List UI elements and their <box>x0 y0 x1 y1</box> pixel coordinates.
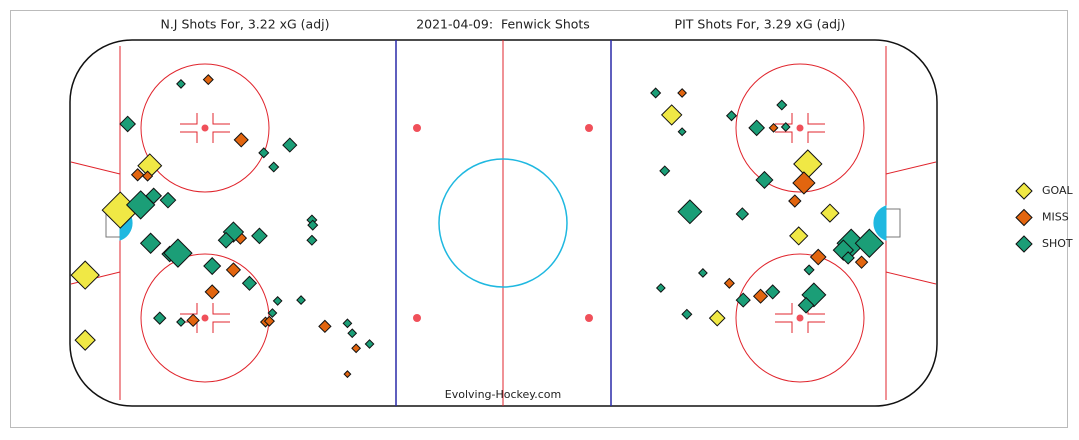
faceoff-circle <box>735 63 865 193</box>
shot-marker <box>145 187 163 205</box>
shot-marker <box>282 137 298 153</box>
shot-marker <box>776 99 788 111</box>
shot-marker <box>854 255 869 269</box>
shot-marker <box>142 170 154 182</box>
neutral-dot <box>585 124 593 132</box>
shot-marker <box>347 328 358 339</box>
shot-marker <box>153 311 167 325</box>
shot-marker <box>163 238 193 268</box>
shot-marker <box>267 308 278 318</box>
shot-marker <box>809 248 827 266</box>
legend-label: SHOT <box>1042 237 1073 250</box>
shot-marker <box>364 339 375 349</box>
shot-marker <box>677 199 703 225</box>
shot-marker <box>755 170 774 189</box>
shot-marker <box>204 284 220 300</box>
shot-marker <box>186 313 200 328</box>
credit: Evolving-Hockey.com <box>445 388 561 401</box>
shot-marker <box>342 318 353 329</box>
legend-label: GOAL <box>1042 184 1074 197</box>
neutral-dot <box>585 314 593 322</box>
rink <box>69 39 938 407</box>
shot-marker <box>803 264 815 276</box>
shot-marker <box>788 194 802 208</box>
shot-marker <box>752 288 769 304</box>
shot-marker <box>677 127 687 137</box>
hash-marks <box>775 303 825 333</box>
shot-marker <box>176 317 186 327</box>
shot-marker <box>351 343 362 354</box>
faceoff-circle <box>140 63 270 193</box>
shot-marker <box>789 226 809 246</box>
shot-marker <box>735 292 751 308</box>
faceoff-dot <box>201 314 209 322</box>
hash-marks <box>775 113 825 143</box>
hash-marks <box>180 303 230 333</box>
hash-marks <box>180 113 230 143</box>
faceoff-dot <box>796 124 804 132</box>
shot-marker <box>768 122 779 133</box>
left-title: N.J Shots For, 3.22 xG (adj) <box>160 17 329 32</box>
shot-marker <box>792 171 816 195</box>
faceoff-circles <box>140 63 865 383</box>
shot-marker <box>681 308 693 320</box>
shot-marker <box>343 370 352 379</box>
shot-marker <box>241 275 258 291</box>
shot-marker <box>268 161 280 173</box>
shot-marker <box>698 268 708 278</box>
shot-marker <box>735 207 750 221</box>
shot-marker <box>306 234 318 246</box>
shot-marker <box>318 319 332 334</box>
legend-marker <box>1015 235 1033 253</box>
shot-marker <box>159 191 177 209</box>
shot-marker <box>217 231 235 249</box>
shot-marker <box>296 295 306 305</box>
shot-marker <box>130 168 145 182</box>
shot-marker <box>659 165 671 177</box>
shot-marker <box>258 147 270 159</box>
shot-marker <box>233 132 249 148</box>
shot-marker <box>765 284 781 300</box>
shot-marker <box>820 203 840 223</box>
neutral-dot <box>413 314 421 322</box>
right-title: PIT Shots For, 3.29 xG (adj) <box>675 17 846 32</box>
crease <box>873 205 887 241</box>
frame <box>10 10 1068 428</box>
shot-marker <box>797 296 815 314</box>
shot-marker <box>708 309 726 327</box>
legend-marker <box>1015 208 1033 227</box>
shot-marker <box>119 115 137 133</box>
shot-marker <box>176 79 186 89</box>
shot-marker <box>723 277 735 289</box>
shot-marker <box>650 87 662 99</box>
net <box>886 208 901 238</box>
shot-marker <box>748 119 766 137</box>
center-circle <box>438 158 568 288</box>
shot-marker <box>780 122 791 132</box>
shot-marker <box>70 260 100 290</box>
shot-marker <box>307 219 319 231</box>
shot-marker <box>854 228 885 258</box>
legend-marker <box>1015 182 1033 200</box>
chart-title: 2021-04-09: Fenwick Shots <box>416 17 590 32</box>
shot-marker <box>841 251 855 265</box>
shot-marker <box>272 296 283 306</box>
shot-marker <box>203 257 222 276</box>
neutral-dot <box>413 124 421 132</box>
faceoff-dot <box>796 314 804 322</box>
shot-marker <box>725 110 738 122</box>
faceoff-circle <box>735 253 865 383</box>
shot-marker <box>263 315 275 327</box>
shot-marker <box>202 74 214 86</box>
shot-marker <box>225 262 242 278</box>
shot-marker <box>677 88 688 98</box>
shot-marker <box>655 283 666 293</box>
legend-label: MISS <box>1042 211 1069 224</box>
faceoff-dot <box>201 124 209 132</box>
shot-marker <box>139 232 162 254</box>
shot-marker <box>660 104 683 126</box>
shot-marker <box>74 329 96 351</box>
shot-marker <box>251 227 268 245</box>
